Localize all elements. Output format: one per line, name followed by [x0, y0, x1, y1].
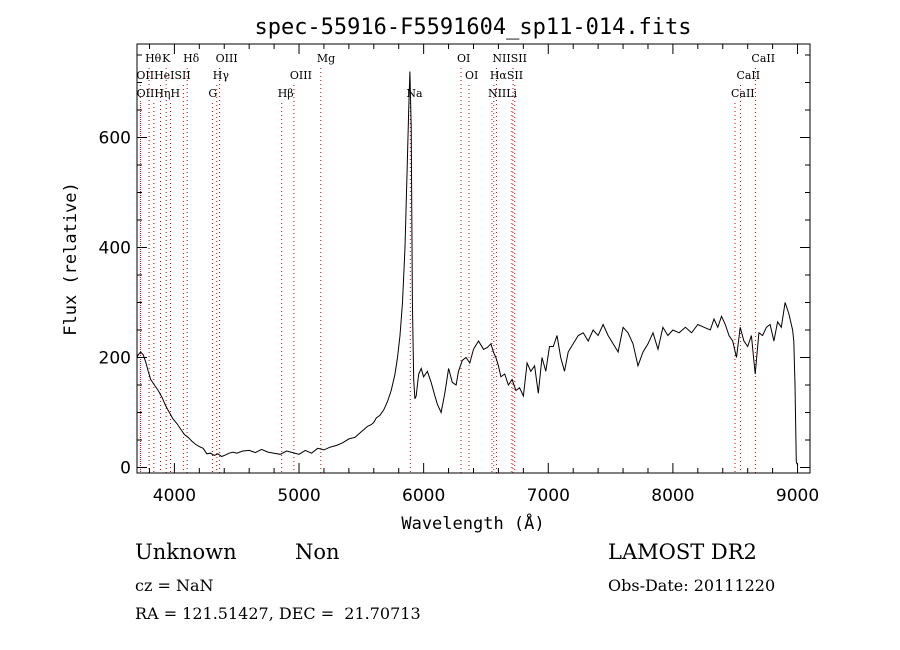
line-label-row1-7: CaII — [751, 52, 775, 65]
line-markers — [139, 68, 756, 473]
line-label-row3-1: G — [208, 87, 217, 100]
x-axis-label: Wavelength (Å) — [401, 512, 544, 534]
line-label-row1-5: OI — [457, 52, 470, 65]
line-label-row3-2: Hβ — [278, 87, 294, 100]
chart-title: spec-55916-F5591604_sp11-014.fits — [254, 15, 691, 40]
obs-date-label: Obs-Date: 20111220 — [608, 576, 776, 595]
object-subclass: Non — [295, 540, 340, 564]
line-label-row2-0: OIIHeISII — [136, 69, 190, 82]
line-label-row3-5: CaII — [731, 87, 755, 100]
x-axis: 4000 5000 6000 7000 8000 9000 — [148, 44, 819, 506]
x-tick-label-0: 4000 — [153, 486, 196, 506]
line-label-row1-3: OIII — [216, 52, 238, 65]
y-tick-label-0: 0 — [120, 459, 131, 479]
spectrum-line — [136, 71, 798, 465]
line-label-row2-1: Hγ — [213, 69, 230, 82]
line-label-row3-0: OIIHηH — [137, 87, 180, 100]
x-tick-label-3: 7000 — [527, 486, 570, 506]
y-axis-label: Flux (relative) — [61, 182, 81, 336]
y-axis: 0 200 400 600 — [99, 54, 810, 479]
coordinates-label: RA = 121.51427, DEC = 21.70713 — [135, 604, 421, 623]
line-label-row2-4: HαSII — [490, 69, 523, 82]
line-label-row1-0: Hθ — [145, 52, 162, 65]
line-label-row1-2: Hδ — [183, 52, 200, 65]
survey-label: LAMOST DR2 — [608, 540, 757, 564]
y-tick-label-3: 600 — [99, 129, 131, 149]
x-tick-label-1: 5000 — [277, 486, 320, 506]
x-tick-label-4: 8000 — [651, 486, 694, 506]
redshift-label: cz = NaN — [135, 576, 214, 595]
x-tick-label-5: 9000 — [776, 486, 819, 506]
line-label-row1-4: Mg — [317, 52, 335, 65]
y-tick-label-1: 200 — [99, 349, 131, 369]
line-label-row3-4: NIILi — [488, 87, 518, 100]
object-class: Unknown — [135, 540, 237, 564]
line-label-row2-2: OIII — [290, 69, 312, 82]
x-tick-label-2: 6000 — [402, 486, 445, 506]
line-label-row1-6: NIISII — [492, 52, 527, 65]
line-label-row2-3: OI — [465, 69, 478, 82]
y-tick-label-2: 400 — [99, 239, 131, 259]
line-label-row1-1: K — [162, 52, 171, 65]
line-label-row2-5: CaII — [736, 69, 760, 82]
